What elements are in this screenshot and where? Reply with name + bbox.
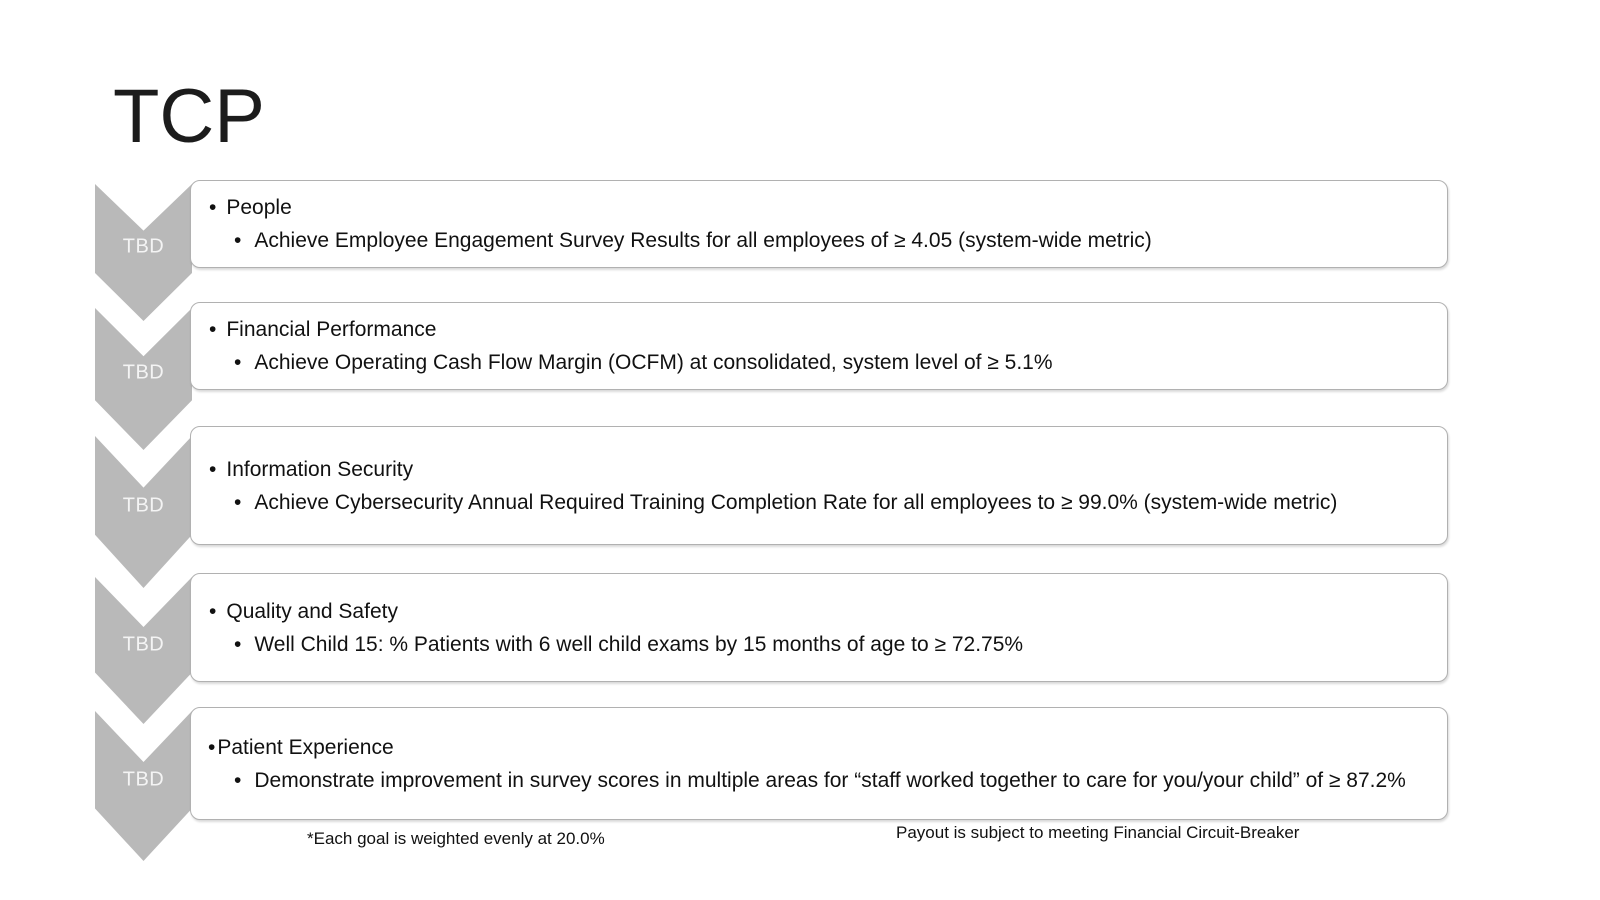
bullet-icon: • xyxy=(209,318,217,341)
goal-detail: Well Child 15: % Patients with 6 well ch… xyxy=(254,632,1024,656)
slide-title: TCP xyxy=(113,74,265,159)
goal-heading-line: • Information Security xyxy=(191,453,1419,486)
bullet-icon: • xyxy=(234,632,242,656)
goal-box: •Patient Experience • Demonstrate improve… xyxy=(190,707,1448,820)
goal-box: • Quality and Safety • Well Child 15: % Pa… xyxy=(190,573,1448,682)
goal-heading-line: • Financial Performance xyxy=(191,313,1419,346)
goal-heading-line: • Quality and Safety xyxy=(191,595,1419,628)
goal-box: • Information Security • Achieve Cybersecu… xyxy=(190,426,1448,545)
weight-badge: TBD xyxy=(122,768,165,791)
bullet-icon: • xyxy=(234,229,242,252)
goal-detail: Achieve Cybersecurity Annual Required Tr… xyxy=(254,490,1338,514)
goal-heading: Quality and Safety xyxy=(226,599,398,623)
weight-badge: TBD xyxy=(122,235,165,258)
goal-box: • People • Achieve Employee Engagement Sur… xyxy=(190,180,1448,268)
bullet-icon: • xyxy=(208,735,216,759)
goal-heading: Information Security xyxy=(226,457,414,481)
bullet-icon: • xyxy=(234,768,242,792)
goal-detail: Demonstrate improvement in survey scores… xyxy=(254,768,1406,792)
goal-detail-line: • Well Child 15: % Patients with 6 well c… xyxy=(191,628,1419,661)
chevron-down-shape: TBD xyxy=(95,577,192,724)
bullet-icon: • xyxy=(234,490,242,514)
goal-heading: People xyxy=(226,196,292,219)
footnote-weighting: *Each goal is weighted evenly at 20.0% xyxy=(307,829,605,848)
goal-heading: Financial Performance xyxy=(226,318,437,341)
weight-badge: TBD xyxy=(122,494,165,517)
goal-box: • Financial Performance • Achieve Operatin… xyxy=(190,302,1448,390)
goal-heading-line: •Patient Experience xyxy=(191,731,1419,764)
goal-detail-line: • Achieve Employee Engagement Survey Resu… xyxy=(191,224,1419,257)
chevron-down-shape: TBD xyxy=(95,711,192,861)
chevron-down-shape: TBD xyxy=(95,436,192,588)
goal-detail-line: • Demonstrate improvement in survey score… xyxy=(191,764,1419,797)
weight-badge: TBD xyxy=(122,361,165,384)
bullet-icon: • xyxy=(209,457,217,481)
goal-detail-line: • Achieve Cybersecurity Annual Required T… xyxy=(191,486,1419,519)
goal-heading: Patient Experience xyxy=(217,735,394,759)
goal-detail: Achieve Employee Engagement Survey Resul… xyxy=(254,229,1152,252)
footnote-circuit-breaker: Payout is subject to meeting Financial C… xyxy=(896,823,1300,842)
goal-detail-line: • Achieve Operating Cash Flow Margin (OCF… xyxy=(191,346,1419,379)
chevron-down-shape: TBD xyxy=(95,184,192,321)
goal-detail: Achieve Operating Cash Flow Margin (OCFM… xyxy=(254,351,1053,374)
bullet-icon: • xyxy=(209,196,217,219)
goal-heading-line: • People xyxy=(191,191,1419,224)
bullet-icon: • xyxy=(234,351,242,374)
chevron-down-shape: TBD xyxy=(95,308,192,450)
bullet-icon: • xyxy=(209,599,217,623)
weight-badge: TBD xyxy=(122,633,165,656)
